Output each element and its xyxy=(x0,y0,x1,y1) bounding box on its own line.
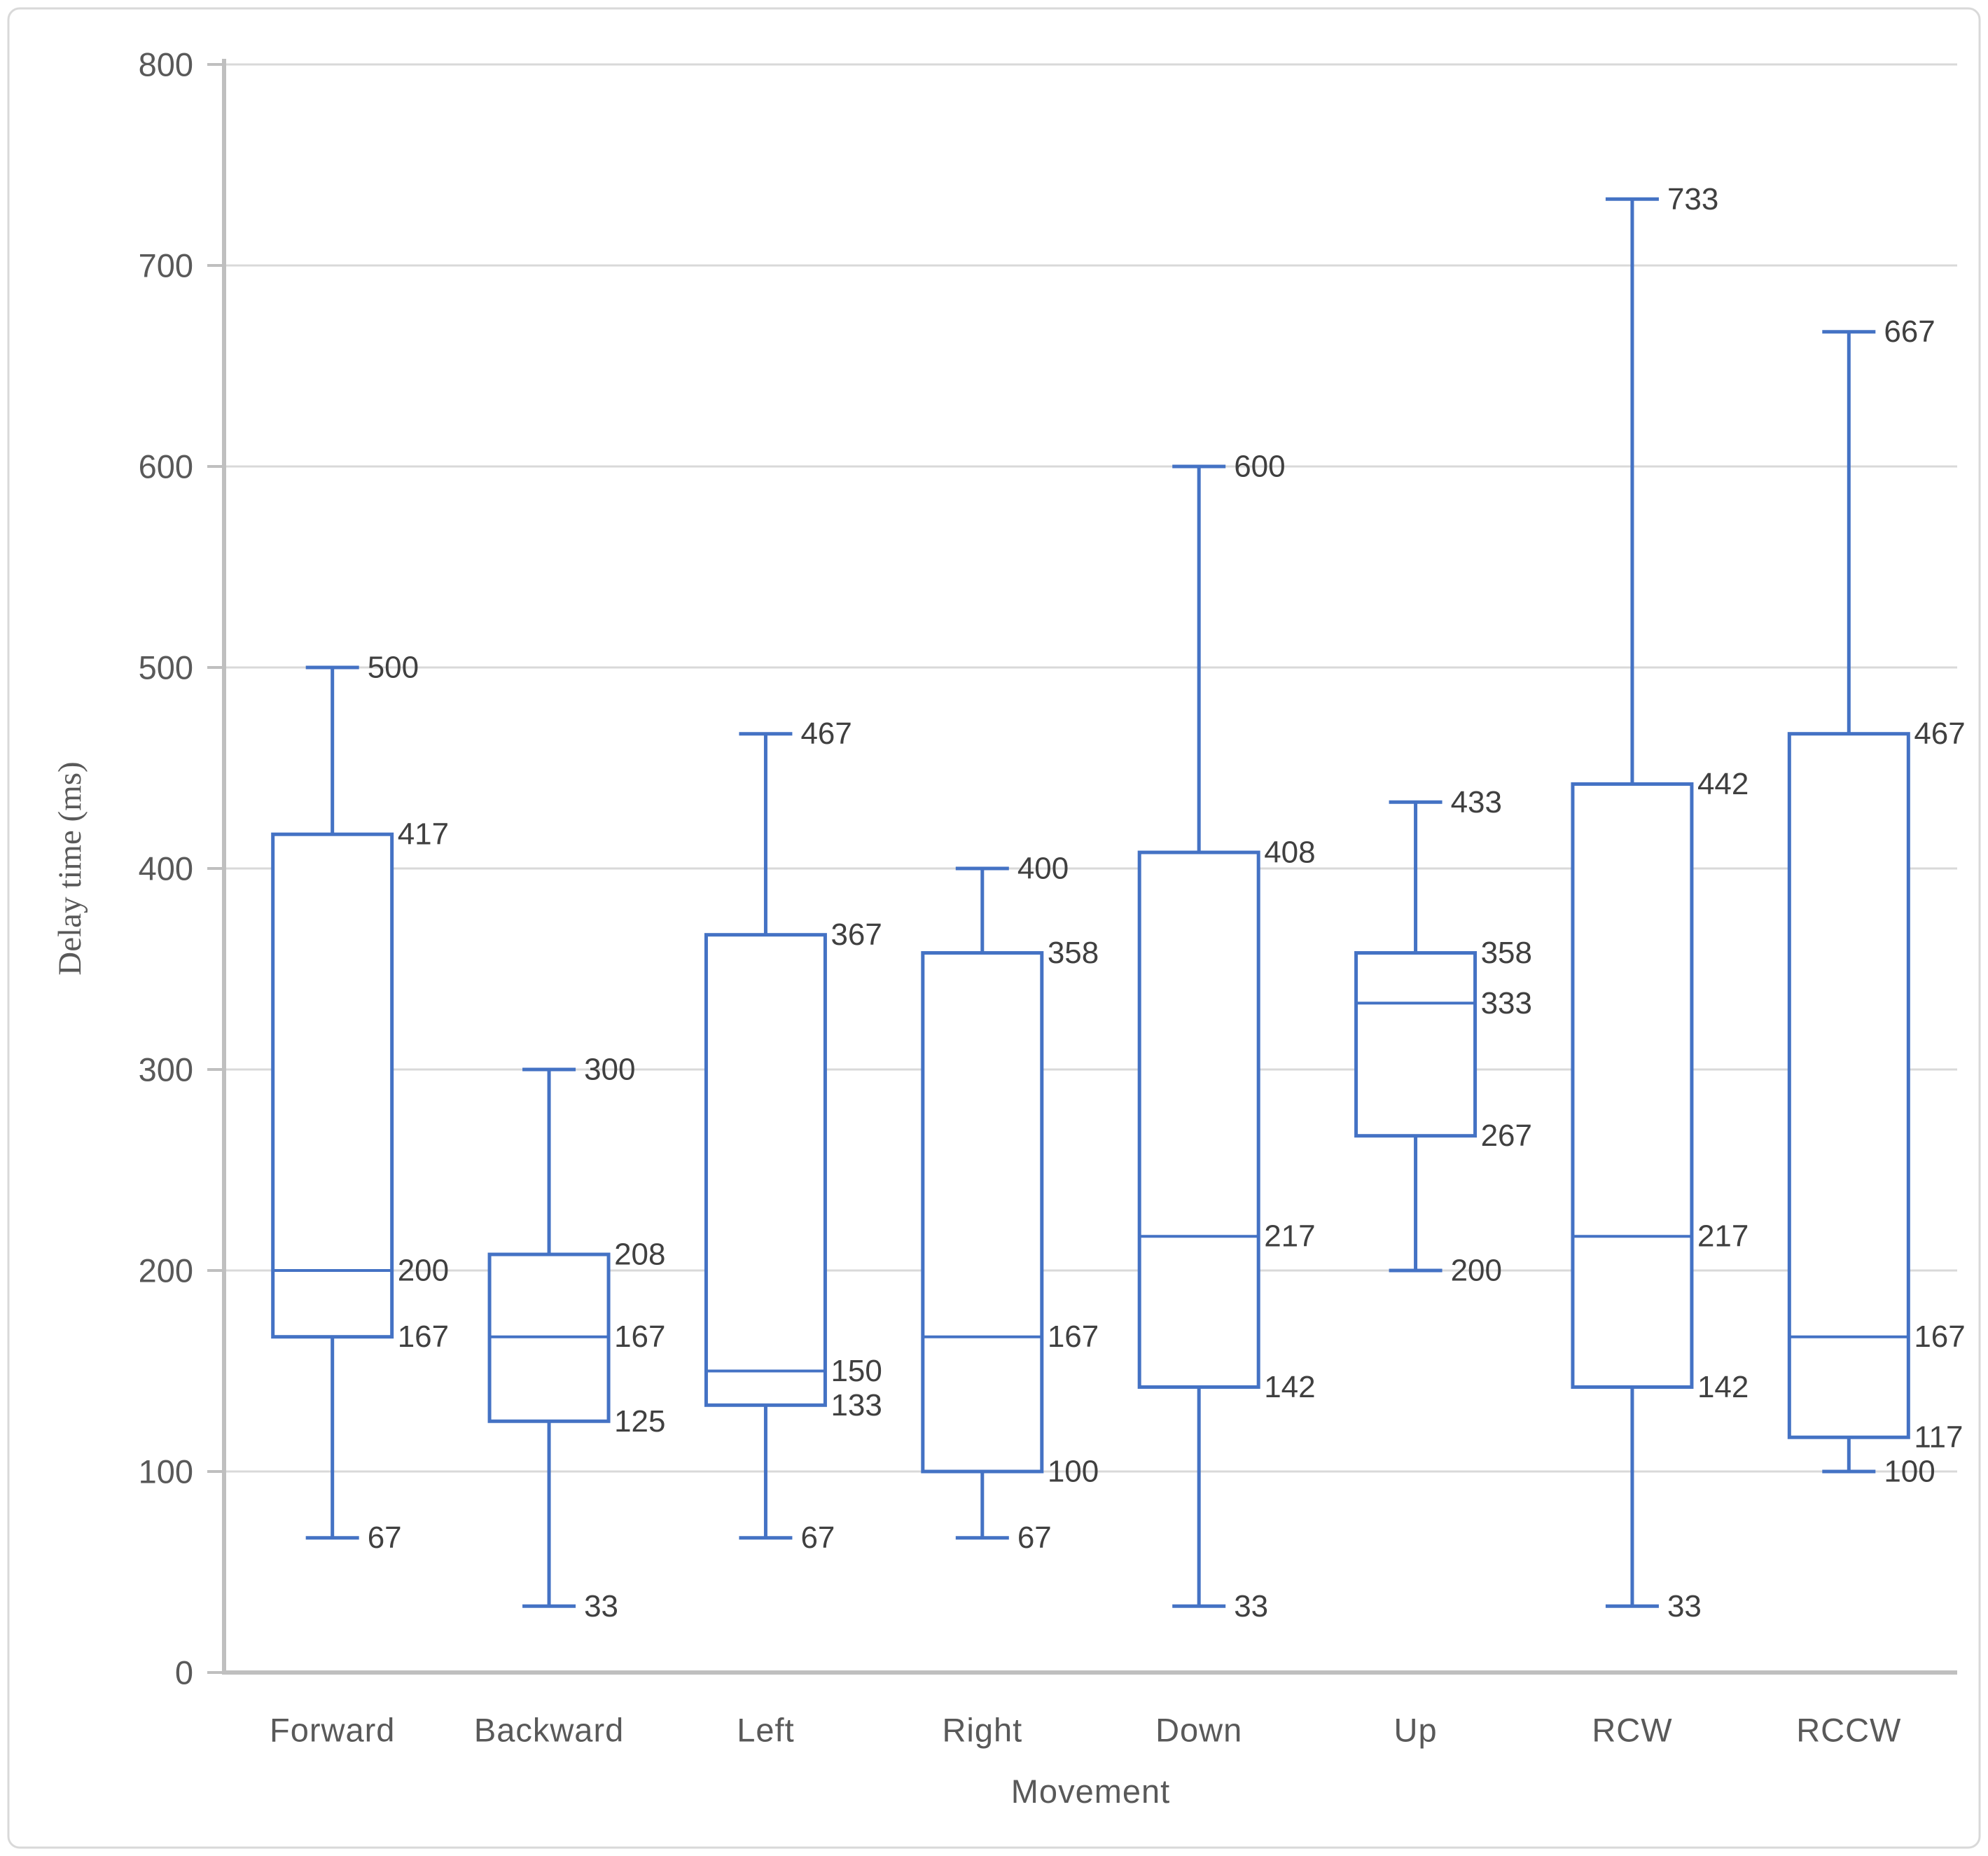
label-median: 150 xyxy=(830,1354,882,1388)
label-q1: 117 xyxy=(1914,1420,1963,1455)
label-max: 500 xyxy=(368,651,419,685)
label-min: 67 xyxy=(1017,1521,1052,1555)
y-tick-label-100: 100 xyxy=(139,1453,193,1490)
box-group-Backward: 300 208 167 125 33 Backward xyxy=(474,1053,666,1749)
y-tick-label-600: 600 xyxy=(139,448,193,485)
y-axis-title: Delay time (ms) xyxy=(52,761,88,976)
label-min: 33 xyxy=(1667,1589,1702,1623)
y-tick-label-700: 700 xyxy=(139,247,193,284)
iqr-box xyxy=(271,832,394,1339)
label-max: 600 xyxy=(1234,450,1285,484)
label-median: 167 xyxy=(1048,1320,1099,1354)
x-category-label: Up xyxy=(1394,1712,1438,1749)
label-median: 217 xyxy=(1264,1219,1315,1254)
x-axis-title: Movement xyxy=(1010,1773,1171,1810)
y-tick-label-500: 500 xyxy=(139,649,193,686)
iqr-box xyxy=(1137,850,1260,1389)
box-group-Right: 400 358 167 100 67 Right xyxy=(921,852,1099,1749)
label-q3: 442 xyxy=(1697,767,1749,801)
y-tick-label-300: 300 xyxy=(139,1051,193,1088)
label-q3: 358 xyxy=(1048,936,1099,970)
label-q1: 142 xyxy=(1697,1370,1749,1404)
x-category-label: RCCW xyxy=(1796,1712,1901,1749)
iqr-box xyxy=(1571,782,1694,1389)
x-category-label: Forward xyxy=(270,1712,395,1749)
x-category-label: Down xyxy=(1155,1712,1242,1749)
x-category-label: Left xyxy=(737,1712,794,1749)
iqr-box xyxy=(1787,732,1910,1439)
label-min: 33 xyxy=(584,1589,618,1623)
label-q3: 208 xyxy=(614,1238,665,1272)
label-median: 217 xyxy=(1697,1219,1749,1254)
label-q3: 367 xyxy=(830,917,882,952)
x-category-label: Backward xyxy=(474,1712,624,1749)
label-q1: 167 xyxy=(398,1320,449,1354)
iqr-box xyxy=(704,933,827,1407)
box-group-Forward: 500 417 200 167 67 Forward xyxy=(270,651,449,1749)
label-max: 400 xyxy=(1017,852,1069,886)
label-q1: 125 xyxy=(614,1404,665,1439)
label-median: 200 xyxy=(398,1254,449,1288)
label-median: 333 xyxy=(1481,986,1532,1020)
label-q3: 408 xyxy=(1264,836,1315,870)
label-min: 100 xyxy=(1884,1455,1935,1489)
x-category-label: Right xyxy=(942,1712,1022,1749)
label-max: 467 xyxy=(800,716,851,751)
y-tick-label-200: 200 xyxy=(139,1252,193,1289)
label-min: 67 xyxy=(800,1521,835,1555)
label-q1: 100 xyxy=(1048,1455,1099,1489)
iqr-box xyxy=(921,951,1044,1474)
label-max: 667 xyxy=(1884,314,1935,349)
y-tick-label-0: 0 xyxy=(175,1654,193,1691)
y-tick-label-400: 400 xyxy=(139,850,193,887)
label-q3: 467 xyxy=(1914,716,1965,751)
x-category-label: RCW xyxy=(1592,1712,1672,1749)
y-tick-label-800: 800 xyxy=(139,46,193,83)
box-group-Up: 433 358 333 267 200 Up xyxy=(1354,785,1532,1749)
label-max: 733 xyxy=(1667,182,1718,216)
label-max: 433 xyxy=(1451,785,1502,819)
box-group-RCW: 733 442 217 142 33 RCW xyxy=(1571,182,1749,1749)
label-median: 167 xyxy=(614,1320,665,1354)
box-group-Down: 600 408 217 142 33 Down xyxy=(1137,450,1316,1749)
label-min: 200 xyxy=(1451,1254,1502,1288)
label-min: 33 xyxy=(1234,1589,1268,1623)
label-q3: 417 xyxy=(398,817,449,852)
label-q3: 358 xyxy=(1481,936,1532,970)
label-q1: 133 xyxy=(830,1388,882,1422)
label-median: 167 xyxy=(1914,1320,1965,1354)
label-q1: 267 xyxy=(1481,1119,1532,1153)
iqr-box xyxy=(1354,951,1478,1138)
label-min: 67 xyxy=(368,1521,402,1555)
label-max: 300 xyxy=(584,1053,635,1087)
label-q1: 142 xyxy=(1264,1370,1315,1404)
